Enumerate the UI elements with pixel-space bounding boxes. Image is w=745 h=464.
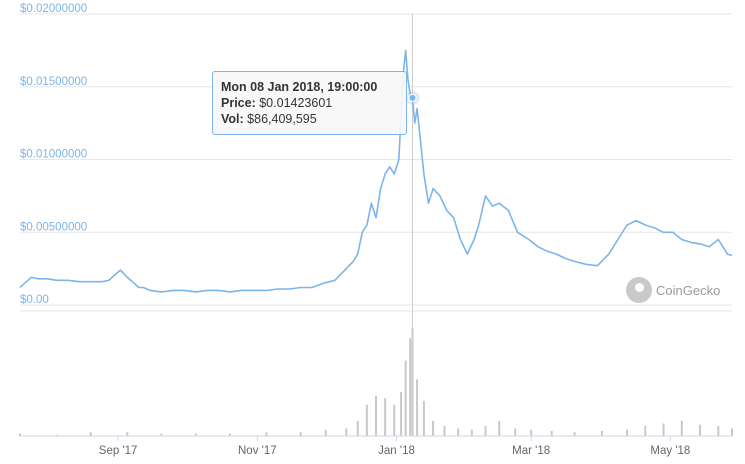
volume-bar — [89, 432, 92, 436]
volume-bar — [514, 428, 517, 436]
y-tick-label: $0.01000000 — [20, 149, 87, 161]
volume-bar — [265, 432, 268, 436]
volume-bar — [644, 425, 647, 436]
tooltip-price-label: Price: — [221, 96, 256, 110]
volume-bars — [19, 328, 733, 436]
volume-bar — [384, 398, 387, 436]
volume-bar — [375, 395, 377, 436]
tooltip-vol-value: $86,409,595 — [247, 112, 317, 126]
volume-bar — [299, 432, 302, 436]
volume-bar — [409, 338, 412, 436]
volume-bar — [573, 432, 576, 436]
volume-bar — [345, 428, 348, 436]
volume-bar — [699, 424, 702, 436]
tooltip-price-value: $0.01423601 — [259, 96, 333, 110]
volume-bar — [457, 428, 460, 436]
volume-bar — [160, 433, 163, 436]
chart-tooltip: Mon 08 Jan 2018, 19:00:00 Price: $0.0142… — [212, 71, 407, 135]
volume-bar — [19, 433, 21, 436]
volume-bar — [662, 423, 665, 436]
x-tick-label: Nov '17 — [238, 445, 277, 457]
volume-bar — [498, 420, 501, 436]
y-tick-label: $0.02000000 — [20, 3, 87, 15]
volume-bar — [228, 433, 231, 436]
volume-bar — [400, 392, 403, 436]
hover-point — [408, 93, 417, 102]
volume-bar — [416, 379, 419, 436]
volume-bar — [470, 429, 473, 436]
volume-bar — [680, 420, 683, 436]
tooltip-vol-label: Vol: — [221, 112, 244, 126]
x-tick-label: Mar '18 — [512, 445, 550, 457]
volume-bar — [194, 433, 197, 436]
volume-bar — [365, 404, 368, 436]
volume-bar — [356, 420, 359, 436]
y-tick-label: $0.00 — [20, 294, 49, 306]
volume-bar — [55, 434, 58, 436]
tooltip-vol-row: Vol: $86,409,595 — [221, 111, 398, 127]
y-tick-label: $0.00500000 — [20, 221, 87, 233]
grid-lines — [20, 13, 732, 312]
volume-bar — [126, 432, 129, 436]
y-axis: $0.00 $0.00500000 $0.01000000 $0.01500000 $0… — [20, 3, 87, 306]
volume-bar — [626, 429, 629, 436]
x-tick-label: May '18 — [650, 445, 690, 457]
volume-bar — [731, 428, 733, 436]
x-tick-label: Jan '18 — [378, 445, 415, 457]
volume-bar — [717, 425, 720, 436]
volume-bar — [600, 430, 603, 436]
volume-bar — [432, 420, 435, 436]
tooltip-title: Mon 08 Jan 2018, 19:00:00 — [221, 80, 378, 94]
volume-bar — [550, 430, 553, 436]
y-tick-label: $0.01500000 — [20, 76, 87, 88]
watermark-text: CoinGecko — [656, 282, 721, 298]
x-axis: Sep '17 Nov '17 Jan '18 Mar '18 May '18 — [20, 435, 732, 457]
coingecko-watermark: CoinGecko — [626, 277, 720, 303]
volume-bar — [530, 429, 533, 436]
volume-bar — [324, 429, 327, 436]
volume-bar — [443, 425, 446, 436]
volume-bar — [393, 404, 396, 436]
volume-bar — [404, 360, 407, 436]
volume-bar — [484, 425, 487, 436]
coingecko-logo-icon — [626, 277, 652, 303]
x-tick-label: Sep '17 — [99, 445, 138, 457]
tooltip-price-row: Price: $0.01423601 — [221, 95, 398, 111]
volume-bar — [422, 400, 425, 436]
